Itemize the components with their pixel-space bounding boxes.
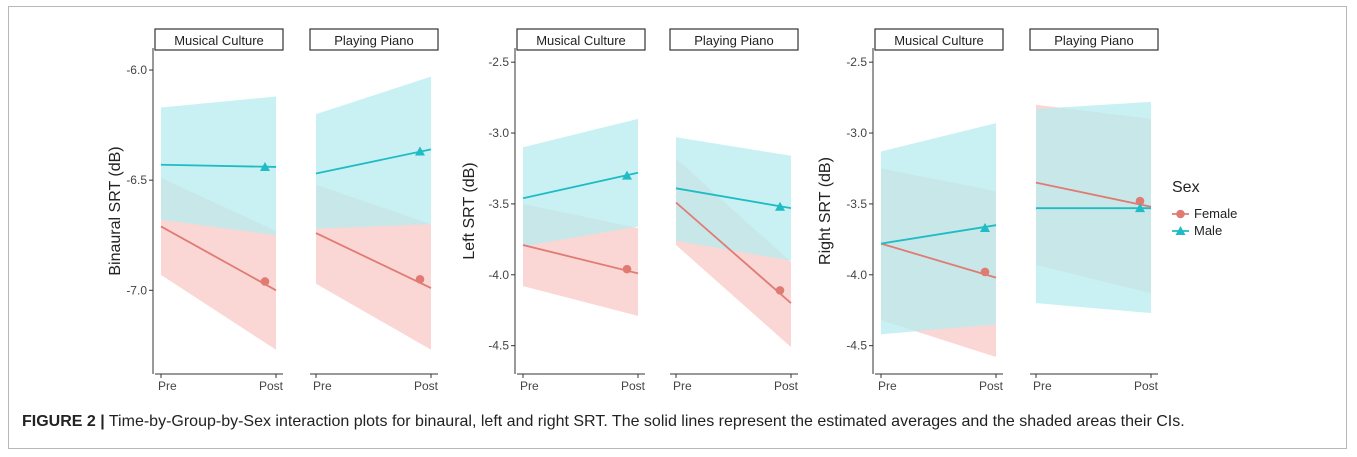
panel-strip xyxy=(1029,28,1159,51)
y-tick-label: -2.5 xyxy=(488,55,509,69)
legend-title: Sex xyxy=(1172,179,1200,196)
interaction-plots: Binaural SRT (dB) -6.0 -6.5 -7.0 Musical Cul… xyxy=(107,28,1237,393)
y-tick-label: -3.0 xyxy=(846,126,867,140)
panel-title: Playing Piano xyxy=(694,33,774,48)
figure-caption: FIGURE 2 | Time-by-Group-by-Sex interact… xyxy=(22,413,1342,431)
data-point-male xyxy=(260,161,270,171)
series-line-male xyxy=(522,171,639,200)
y-axis-title: Left SRT (dB) xyxy=(461,162,478,259)
x-tick-label: Pre xyxy=(878,379,897,393)
data-point-male xyxy=(1135,203,1145,213)
y-tick-label: -3.5 xyxy=(846,197,867,211)
data-point-male xyxy=(622,170,632,180)
caption-text: Time-by-Group-by-Sex interaction plots f… xyxy=(104,413,1185,430)
y-tick-label: -7.0 xyxy=(126,283,147,297)
data-point-male xyxy=(775,201,785,211)
legend-marker-male xyxy=(1175,226,1186,235)
y-tick-label: -6.0 xyxy=(126,63,147,77)
series-line-male xyxy=(880,224,997,245)
series-line-male xyxy=(675,187,792,210)
figure-frame xyxy=(8,6,1347,449)
y-tick-label: -3.0 xyxy=(488,126,509,140)
panel-strip xyxy=(154,28,284,51)
legend-label-male: Male xyxy=(1194,223,1222,238)
x-tick-label: Pre xyxy=(313,379,332,393)
x-tick-label: Pre xyxy=(158,379,177,393)
y-axis-title: Binaural SRT (dB) xyxy=(107,146,124,275)
y-tick-label: -3.5 xyxy=(488,197,509,211)
data-point-male xyxy=(415,146,425,156)
data-point-female xyxy=(1135,196,1145,206)
y-tick-label: -2.5 xyxy=(846,55,867,69)
data-point-male xyxy=(980,223,990,233)
y-axis-title: Right SRT (dB) xyxy=(817,157,834,265)
panel-title: Playing Piano xyxy=(334,33,414,48)
series-line-female xyxy=(522,244,639,275)
x-tick-label: Post xyxy=(621,379,646,393)
data-point-female xyxy=(622,264,632,274)
y-tick-label: -4.5 xyxy=(488,339,509,353)
panel-title: Musical Culture xyxy=(894,33,984,48)
legend-marker-female xyxy=(1176,209,1185,219)
x-tick-label: Post xyxy=(259,379,284,393)
ci-band-male xyxy=(523,118,638,247)
y-tick-label: -6.5 xyxy=(126,173,147,187)
panel-title: Playing Piano xyxy=(1054,33,1134,48)
x-tick-label: Post xyxy=(979,379,1004,393)
data-point-female xyxy=(415,274,425,284)
caption-label: FIGURE 2 | xyxy=(22,413,105,430)
x-tick-label: Post xyxy=(774,379,799,393)
series-line-male xyxy=(160,163,277,168)
ci-band-male xyxy=(881,123,996,335)
series-line-female xyxy=(675,201,792,304)
series-line-male xyxy=(315,148,432,175)
data-point-female xyxy=(775,286,785,295)
panel-title: Musical Culture xyxy=(174,33,264,48)
data-point-female xyxy=(980,267,990,277)
legend-label-female: Female xyxy=(1194,206,1237,221)
panel-title: Musical Culture xyxy=(536,33,626,48)
ci-band-male xyxy=(316,76,431,229)
panel-strip xyxy=(309,28,439,51)
series-line-female xyxy=(1035,181,1152,208)
x-tick-label: Pre xyxy=(673,379,692,393)
panel-strip xyxy=(874,28,1004,51)
series-line-female xyxy=(160,225,277,292)
data-point-female xyxy=(260,277,270,286)
y-tick-label: -4.0 xyxy=(846,268,867,282)
series-line-female xyxy=(880,242,997,279)
series-line-female xyxy=(315,232,432,289)
x-tick-label: Pre xyxy=(1033,379,1052,393)
panel-strip xyxy=(516,28,646,51)
y-tick-label: -4.0 xyxy=(488,268,509,282)
x-tick-label: Post xyxy=(414,379,439,393)
x-tick-label: Post xyxy=(1134,379,1159,393)
panel-strip xyxy=(669,28,799,51)
x-tick-label: Pre xyxy=(520,379,539,393)
y-tick-label: -4.5 xyxy=(846,339,867,353)
